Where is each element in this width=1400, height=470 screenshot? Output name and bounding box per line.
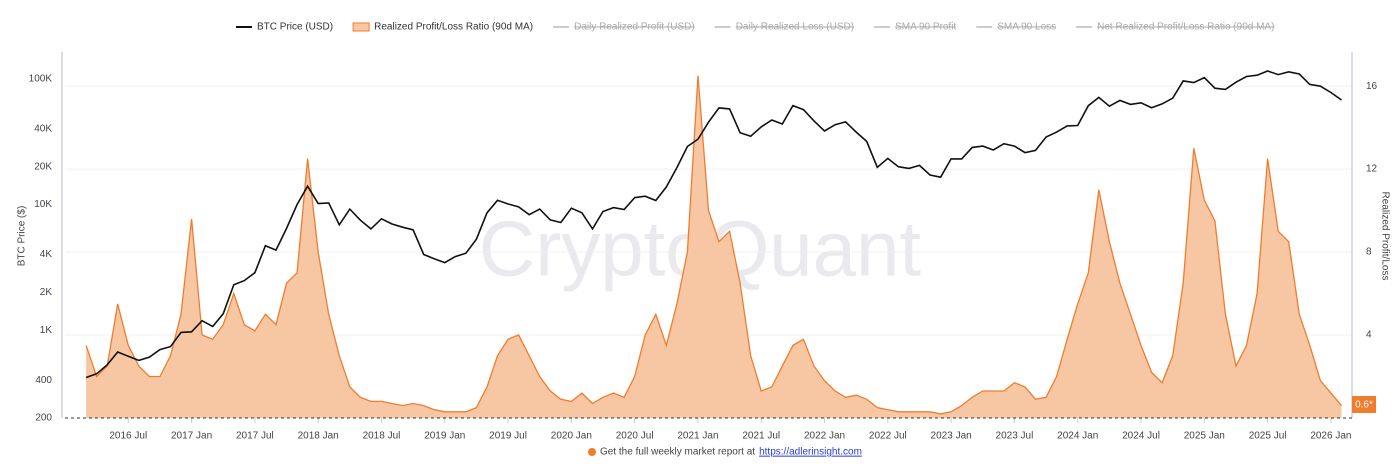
x-tick-label: 2017 Jan bbox=[171, 431, 212, 442]
legend-label: SMA 90 Loss bbox=[997, 22, 1056, 33]
y2-tick-label: 4 bbox=[1366, 330, 1372, 341]
x-tick-label: 2020 Jul bbox=[616, 431, 654, 442]
x-tick-label: 2024 Jul bbox=[1122, 431, 1160, 442]
line bbox=[85, 70, 1342, 379]
x-tick-label: 2016 Jul bbox=[109, 431, 147, 442]
x-tick-label: 2019 Jan bbox=[424, 431, 465, 442]
value-badge bbox=[1352, 396, 1376, 413]
x-tick-label: 2021 Jul bbox=[742, 431, 780, 442]
x-tick-label: 2026 Jan bbox=[1310, 431, 1351, 442]
x-tick-label: 2023 Jan bbox=[931, 431, 972, 442]
x-tick-label: 2020 Jan bbox=[551, 431, 592, 442]
y2-axis-label: Realized Profit/Loss bbox=[1379, 192, 1390, 281]
y-tick-label: 2K bbox=[40, 287, 53, 298]
legend-label: Net Realized Profit/Loss Ratio (90d MA) bbox=[1097, 22, 1274, 33]
y-axis-label: BTC Price ($) bbox=[17, 206, 28, 267]
x-tick-label: 2018 Jul bbox=[363, 431, 401, 442]
area bbox=[86, 75, 1342, 418]
x-tick-label: 2022 Jan bbox=[804, 431, 845, 442]
legend-item[interactable]: Daily Realized Loss (USD) bbox=[714, 22, 854, 33]
x-tick-label: 2022 Jul bbox=[869, 431, 907, 442]
x-tick-label: 2017 Jul bbox=[236, 431, 274, 442]
footer-link[interactable]: https://adlerinsight.com bbox=[759, 447, 862, 458]
y2-tick-label: 12 bbox=[1366, 164, 1378, 175]
x-tick-label: 2019 Jul bbox=[489, 431, 527, 442]
x-tick-label: 2025 Jul bbox=[1249, 431, 1287, 442]
legend-item[interactable]: Daily Realized Profit (USD) bbox=[553, 22, 695, 33]
y-tick-label: 200 bbox=[35, 413, 52, 424]
legend-item[interactable]: SMA 90 Profit bbox=[874, 22, 956, 33]
legend-label: Daily Realized Profit (USD) bbox=[574, 22, 695, 33]
area-line bbox=[85, 75, 1342, 415]
y-tick-label: 400 bbox=[35, 375, 52, 386]
legend-label: SMA 90 Profit bbox=[895, 22, 956, 33]
footer-text: Get the full weekly market report at bbox=[600, 447, 755, 458]
x-tick-label: 2023 Jul bbox=[996, 431, 1034, 442]
y2-tick-label: 8 bbox=[1366, 247, 1372, 258]
x-tick-label: 2024 Jan bbox=[1057, 431, 1098, 442]
y-tick-label: 1K bbox=[40, 325, 53, 336]
y-tick-label: 100K bbox=[29, 74, 53, 85]
x-tick-label: 2025 Jan bbox=[1184, 431, 1225, 442]
legend-label: Daily Realized Loss (USD) bbox=[736, 22, 854, 33]
legend-swatch bbox=[352, 22, 370, 32]
legend-item[interactable]: Realized Profit/Loss Ratio (90d MA) bbox=[352, 22, 533, 33]
y-tick-label: 20K bbox=[34, 161, 52, 172]
legend-label: Realized Profit/Loss Ratio (90d MA) bbox=[374, 22, 533, 33]
x-tick-label: 2021 Jan bbox=[677, 431, 718, 442]
y-tick-label: 40K bbox=[34, 124, 52, 135]
y-tick-label: 4K bbox=[40, 249, 53, 260]
legend-item[interactable]: Net Realized Profit/Loss Ratio (90d MA) bbox=[1076, 22, 1274, 33]
y2-tick-label: 16 bbox=[1366, 81, 1378, 92]
legend-item[interactable]: BTC Price (USD) bbox=[236, 22, 333, 33]
value-badge-text: 0.6* bbox=[1355, 400, 1373, 411]
x-tick-label: 2018 Jan bbox=[298, 431, 339, 442]
legend-item[interactable]: SMA 90 Loss bbox=[976, 22, 1056, 33]
legend-label: BTC Price (USD) bbox=[257, 22, 333, 33]
y-tick-label: 10K bbox=[34, 199, 52, 210]
footer-icon bbox=[588, 448, 596, 456]
